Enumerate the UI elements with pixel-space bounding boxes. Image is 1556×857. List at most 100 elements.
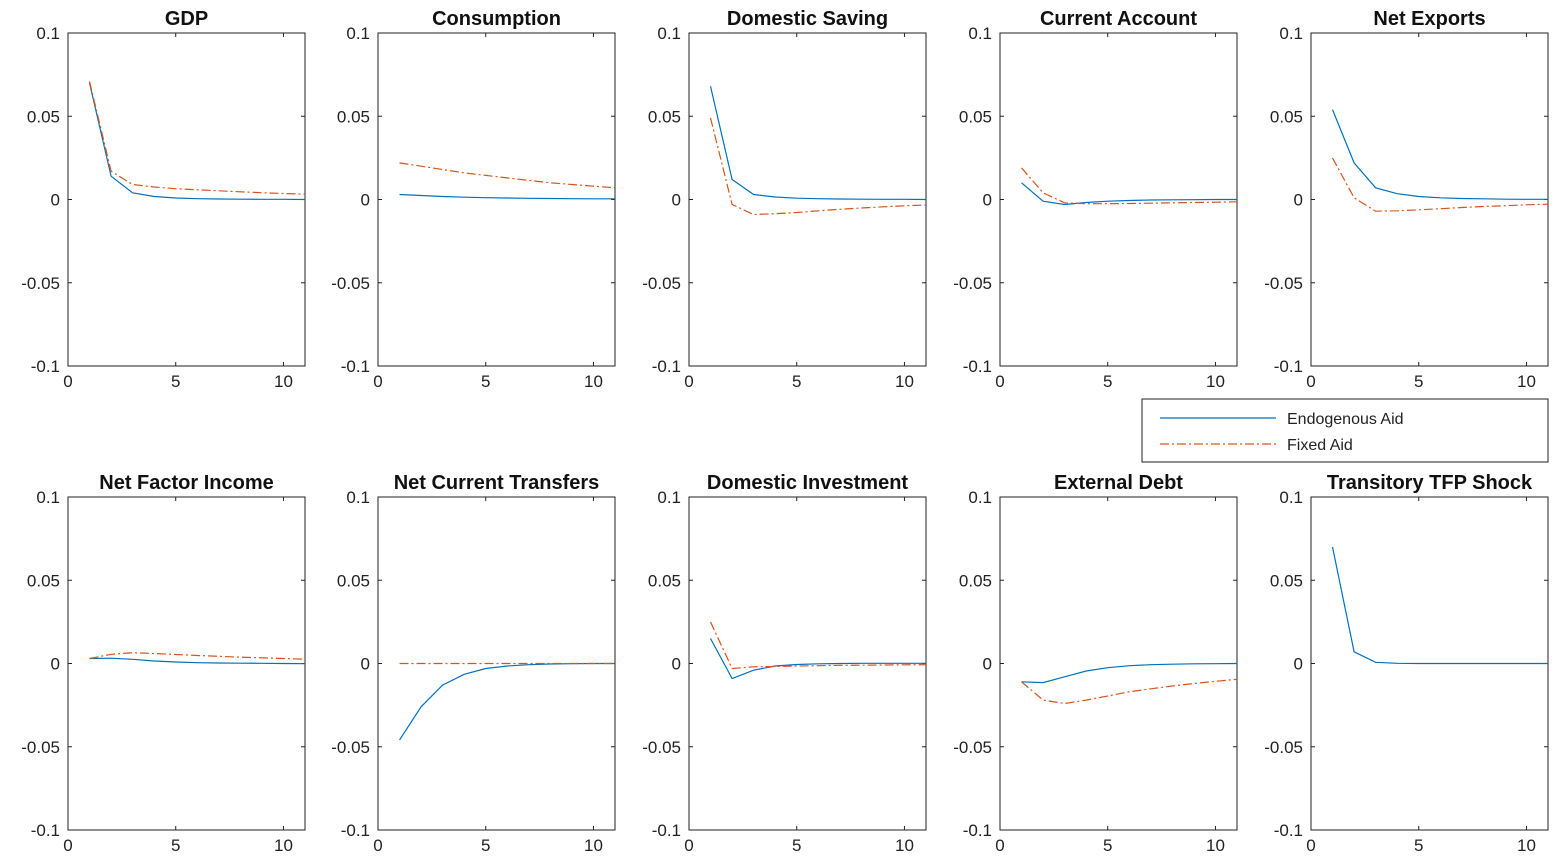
series-line-fixed-aid [399,162,616,189]
legend-label-endogenous-aid: Endogenous Aid [1287,411,1404,428]
y-tick-label: 0.1 [36,488,60,507]
y-tick-label: -0.05 [1264,274,1303,293]
y-tick-label: -0.1 [341,821,370,840]
y-tick-label: 0 [361,655,370,674]
y-tick-label: 0.05 [27,107,60,126]
y-tick-label: 0 [672,191,681,210]
y-tick-label: -0.1 [1274,357,1303,376]
x-tick-label: 5 [792,372,801,391]
x-tick-label: 0 [63,836,72,855]
y-tick-label: -0.1 [341,357,370,376]
legend-box [1141,398,1549,463]
legend: Endogenous Aid Fixed Aid [1141,398,1549,463]
y-tick-label: 0.05 [648,107,681,126]
series-line-endogenous-aid [88,82,306,201]
series-line-fixed-aid [709,117,927,216]
y-tick-label: -0.05 [331,738,370,757]
series-line-endogenous-aid [1021,182,1237,206]
panel-title: Domestic Saving [727,8,888,30]
x-tick-label: 0 [373,836,382,855]
y-tick-label: -0.1 [652,357,681,376]
y-tick-label: 0 [983,191,992,210]
y-tick-label: 0 [361,191,370,210]
panel-title: Net Current Transfers [394,472,600,494]
x-tick-label: 10 [274,372,293,391]
y-tick-label: 0 [983,655,992,674]
x-tick-label: 0 [63,372,72,391]
y-tick-label: 0.1 [346,24,370,43]
x-tick-label: 10 [584,372,603,391]
series-line-endogenous-aid [399,193,615,200]
axes-box [377,32,616,367]
x-tick-label: 10 [1517,836,1536,855]
x-tick-label: 5 [171,836,180,855]
y-tick-label: 0.1 [968,24,992,43]
y-tick-label: 0 [672,655,681,674]
y-tick-label: 0.1 [346,488,370,507]
panel-title: Net Exports [1373,8,1485,30]
y-tick-label: 0.05 [1270,571,1303,590]
y-tick-label: 0.1 [1279,24,1303,43]
series-line-endogenous-aid [89,657,306,665]
y-tick-label: -0.05 [331,274,370,293]
x-tick-label: 0 [1306,836,1315,855]
panel-title: GDP [165,8,208,30]
y-tick-label: 0.05 [337,571,370,590]
y-tick-label: 0.1 [657,488,681,507]
y-tick-label: -0.1 [31,357,60,376]
y-tick-label: -0.05 [21,274,60,293]
y-tick-label: 0.1 [1279,488,1303,507]
series-line-fixed-aid [88,81,306,195]
x-tick-label: 5 [481,372,490,391]
panel-title: Current Account [1040,8,1197,30]
x-tick-label: 0 [995,836,1004,855]
x-tick-label: 5 [792,836,801,855]
y-tick-label: 0.1 [968,488,992,507]
panel-title: External Debt [1054,472,1183,494]
x-tick-label: 0 [1306,372,1315,391]
y-tick-label: 0 [51,655,60,674]
x-tick-label: 0 [684,372,693,391]
series-line-endogenous-aid [1331,109,1548,200]
y-tick-label: 0 [1294,191,1303,210]
x-tick-label: 0 [373,372,382,391]
x-tick-label: 5 [1103,372,1112,391]
x-tick-label: 10 [895,836,914,855]
y-tick-label: 0.05 [959,571,992,590]
panel-title: Transitory TFP Shock [1327,472,1533,494]
y-tick-label: -0.1 [963,821,992,840]
panel-title: Net Factor Income [99,472,273,494]
x-tick-label: 10 [274,836,293,855]
series-line-endogenous-aid [398,662,615,741]
y-tick-label: -0.05 [953,274,992,293]
x-tick-label: 10 [1517,372,1536,391]
y-tick-label: 0.05 [648,571,681,590]
y-tick-label: -0.1 [652,821,681,840]
series-line-endogenous-aid [709,86,927,201]
panel-title: Consumption [432,8,561,30]
y-tick-label: -0.1 [1274,821,1303,840]
panel-title: Domestic Investment [707,472,909,494]
series-line-endogenous-aid [1331,546,1548,665]
y-tick-label: 0.05 [1270,107,1303,126]
x-tick-label: 5 [171,372,180,391]
y-tick-label: -0.05 [1264,738,1303,757]
x-tick-label: 5 [1414,372,1423,391]
x-tick-label: 10 [1206,372,1225,391]
x-tick-label: 5 [481,836,490,855]
x-tick-label: 10 [1206,836,1225,855]
y-tick-label: -0.05 [642,738,681,757]
y-tick-label: -0.05 [642,274,681,293]
x-tick-label: 0 [995,372,1004,391]
legend-label-fixed-aid: Fixed Aid [1287,437,1353,454]
y-tick-label: 0.05 [27,571,60,590]
y-tick-label: -0.05 [21,738,60,757]
